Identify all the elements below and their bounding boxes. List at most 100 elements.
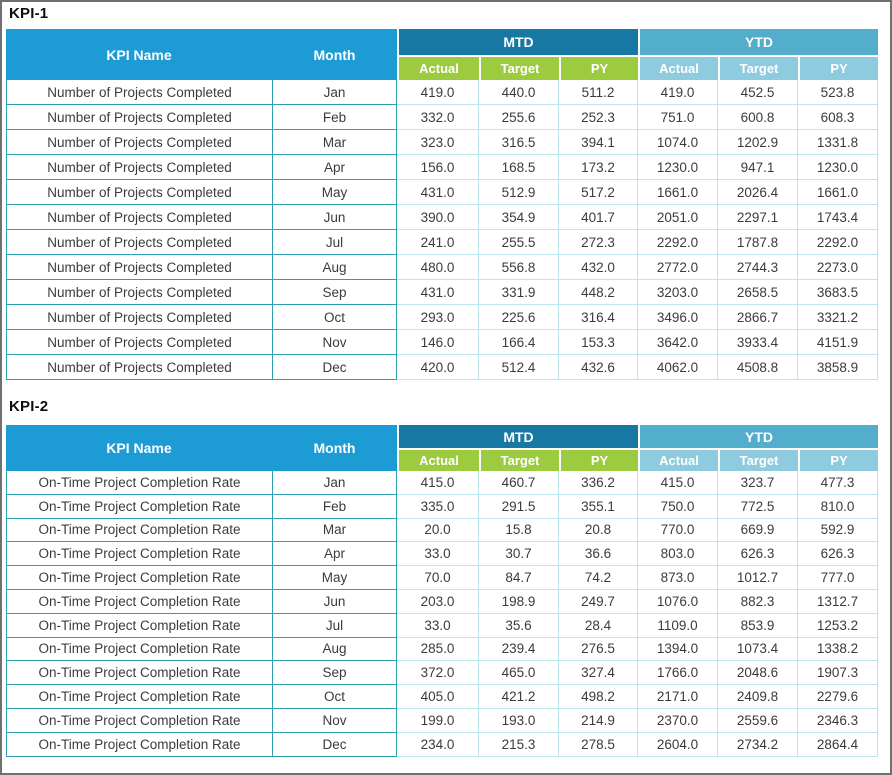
value-cell[interactable]: 669.9 xyxy=(718,518,798,543)
value-cell[interactable]: 2734.2 xyxy=(718,732,798,757)
value-cell[interactable]: 853.9 xyxy=(718,613,798,638)
month-cell[interactable]: Apr xyxy=(272,155,397,180)
value-cell[interactable]: 225.6 xyxy=(479,305,559,330)
value-cell[interactable]: 405.0 xyxy=(397,685,479,709)
value-cell[interactable]: 419.0 xyxy=(638,80,718,105)
value-cell[interactable]: 1394.0 xyxy=(638,637,718,662)
value-cell[interactable]: 3858.9 xyxy=(798,355,878,380)
kpi-name-cell[interactable]: On-Time Project Completion Rate xyxy=(6,494,272,519)
value-cell[interactable]: 285.0 xyxy=(397,637,479,662)
value-cell[interactable]: 421.2 xyxy=(479,685,559,709)
value-cell[interactable]: 431.0 xyxy=(397,280,479,305)
value-cell[interactable]: 291.5 xyxy=(479,494,559,519)
value-cell[interactable]: 33.0 xyxy=(397,542,479,567)
value-cell[interactable]: 1074.0 xyxy=(638,130,718,155)
value-cell[interactable]: 2026.4 xyxy=(718,180,798,205)
value-cell[interactable]: 198.9 xyxy=(479,589,559,614)
value-cell[interactable]: 751.0 xyxy=(638,105,718,130)
value-cell[interactable]: 2346.3 xyxy=(798,708,878,733)
kpi-name-cell[interactable]: On-Time Project Completion Rate xyxy=(6,661,272,686)
value-cell[interactable]: 1202.9 xyxy=(718,130,798,155)
value-cell[interactable]: 293.0 xyxy=(397,305,479,330)
value-cell[interactable]: 772.5 xyxy=(718,494,798,519)
value-cell[interactable]: 1661.0 xyxy=(638,180,718,205)
value-cell[interactable]: 36.6 xyxy=(559,542,638,567)
month-cell[interactable]: Jun xyxy=(272,205,397,230)
value-cell[interactable]: 1230.0 xyxy=(798,155,878,180)
value-cell[interactable]: 2409.8 xyxy=(718,685,798,709)
value-cell[interactable]: 2297.1 xyxy=(718,205,798,230)
value-cell[interactable]: 1109.0 xyxy=(638,613,718,638)
value-cell[interactable]: 1253.2 xyxy=(798,613,878,638)
value-cell[interactable]: 3642.0 xyxy=(638,330,718,355)
value-cell[interactable]: 2559.6 xyxy=(718,708,798,733)
value-cell[interactable]: 1766.0 xyxy=(638,661,718,686)
value-cell[interactable]: 355.1 xyxy=(559,494,638,519)
value-cell[interactable]: 239.4 xyxy=(479,637,559,662)
value-cell[interactable]: 432.6 xyxy=(559,355,638,380)
value-cell[interactable]: 332.0 xyxy=(397,105,479,130)
kpi-name-cell[interactable]: Number of Projects Completed xyxy=(6,230,272,255)
value-cell[interactable]: 146.0 xyxy=(397,330,479,355)
value-cell[interactable]: 255.6 xyxy=(479,105,559,130)
value-cell[interactable]: 4151.9 xyxy=(798,330,878,355)
value-cell[interactable]: 1787.8 xyxy=(718,230,798,255)
value-cell[interactable]: 20.8 xyxy=(559,518,638,543)
value-cell[interactable]: 419.0 xyxy=(397,80,479,105)
value-cell[interactable]: 556.8 xyxy=(479,255,559,280)
value-cell[interactable]: 3933.4 xyxy=(718,330,798,355)
value-cell[interactable]: 873.0 xyxy=(638,566,718,590)
value-cell[interactable]: 2370.0 xyxy=(638,708,718,733)
month-cell[interactable]: May xyxy=(272,566,397,590)
value-cell[interactable]: 354.9 xyxy=(479,205,559,230)
value-cell[interactable]: 173.2 xyxy=(559,155,638,180)
value-cell[interactable]: 2279.6 xyxy=(798,685,878,709)
value-cell[interactable]: 517.2 xyxy=(559,180,638,205)
month-cell[interactable]: Jan xyxy=(272,471,397,495)
value-cell[interactable]: 803.0 xyxy=(638,542,718,567)
kpi-name-cell[interactable]: Number of Projects Completed xyxy=(6,80,272,105)
month-cell[interactable]: Apr xyxy=(272,542,397,567)
value-cell[interactable]: 316.4 xyxy=(559,305,638,330)
value-cell[interactable]: 415.0 xyxy=(397,471,479,495)
value-cell[interactable]: 431.0 xyxy=(397,180,479,205)
value-cell[interactable]: 390.0 xyxy=(397,205,479,230)
value-cell[interactable]: 460.7 xyxy=(479,471,559,495)
value-cell[interactable]: 770.0 xyxy=(638,518,718,543)
value-cell[interactable]: 777.0 xyxy=(798,566,878,590)
value-cell[interactable]: 1073.4 xyxy=(718,637,798,662)
value-cell[interactable]: 70.0 xyxy=(397,566,479,590)
value-cell[interactable]: 84.7 xyxy=(479,566,559,590)
value-cell[interactable]: 15.8 xyxy=(479,518,559,543)
value-cell[interactable]: 498.2 xyxy=(559,685,638,709)
value-cell[interactable]: 336.2 xyxy=(559,471,638,495)
value-cell[interactable]: 3321.2 xyxy=(798,305,878,330)
value-cell[interactable]: 448.2 xyxy=(559,280,638,305)
value-cell[interactable]: 2772.0 xyxy=(638,255,718,280)
month-cell[interactable]: Nov xyxy=(272,708,397,733)
value-cell[interactable]: 316.5 xyxy=(479,130,559,155)
value-cell[interactable]: 882.3 xyxy=(718,589,798,614)
kpi-name-cell[interactable]: Number of Projects Completed xyxy=(6,155,272,180)
value-cell[interactable]: 3203.0 xyxy=(638,280,718,305)
month-cell[interactable]: Sep xyxy=(272,280,397,305)
value-cell[interactable]: 28.4 xyxy=(559,613,638,638)
kpi-name-cell[interactable]: On-Time Project Completion Rate xyxy=(6,685,272,709)
value-cell[interactable]: 323.7 xyxy=(718,471,798,495)
kpi-name-cell[interactable]: Number of Projects Completed xyxy=(6,130,272,155)
month-cell[interactable]: May xyxy=(272,180,397,205)
value-cell[interactable]: 215.3 xyxy=(479,732,559,757)
kpi-name-cell[interactable]: Number of Projects Completed xyxy=(6,305,272,330)
value-cell[interactable]: 323.0 xyxy=(397,130,479,155)
month-cell[interactable]: Oct xyxy=(272,685,397,709)
value-cell[interactable]: 1312.7 xyxy=(798,589,878,614)
value-cell[interactable]: 214.9 xyxy=(559,708,638,733)
kpi-name-cell[interactable]: On-Time Project Completion Rate xyxy=(6,471,272,495)
value-cell[interactable]: 2292.0 xyxy=(638,230,718,255)
value-cell[interactable]: 465.0 xyxy=(479,661,559,686)
month-cell[interactable]: Mar xyxy=(272,518,397,543)
value-cell[interactable]: 4508.8 xyxy=(718,355,798,380)
month-cell[interactable]: Mar xyxy=(272,130,397,155)
month-cell[interactable]: Jul xyxy=(272,230,397,255)
value-cell[interactable]: 2864.4 xyxy=(798,732,878,757)
